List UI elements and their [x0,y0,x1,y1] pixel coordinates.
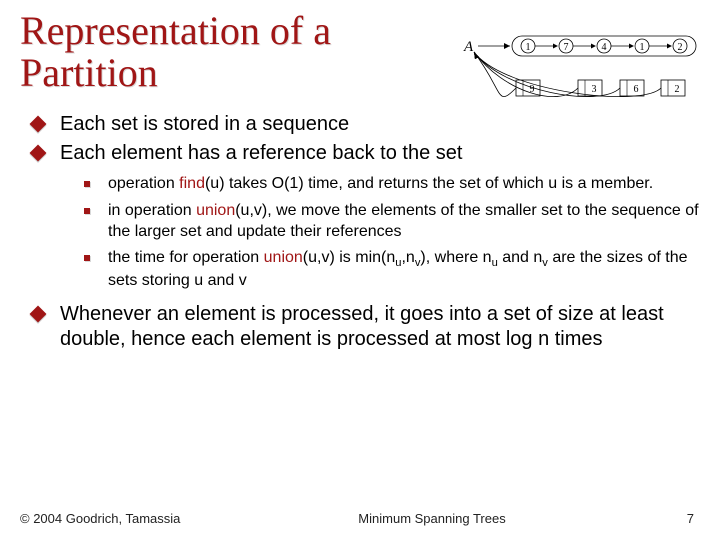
bullet-3: Whenever an element is processed, it goe… [60,302,700,352]
sub-bullet-1: operation find(u) takes O(1) time, and r… [108,174,700,195]
slide-title: Representation of a Partition [20,10,440,94]
term-union-1: union [196,202,235,219]
svg-text:A: A [463,39,474,55]
svg-text:6: 6 [634,84,639,95]
footer-center: Minimum Spanning Trees [288,511,576,526]
footer-copyright: © 2004 Goodrich, Tamassia [0,511,288,526]
svg-text:3: 3 [592,84,597,95]
footer-page-number: 7 [576,511,720,526]
slide: Representation of a Partition A174129362… [0,0,720,540]
bullet-2-text: Each element has a reference back to the… [60,142,462,164]
main-bullet-list: Each set is stored in a sequence Each el… [20,112,700,352]
svg-text:2: 2 [678,42,683,53]
bullet-1: Each set is stored in a sequence [60,112,700,137]
sub-bullet-2: in operation union(u,v), we move the ele… [108,201,700,243]
bullet-2: Each element has a reference back to the… [60,141,700,292]
svg-text:7: 7 [564,42,569,53]
svg-text:2: 2 [675,84,680,95]
partition-diagram: A174129362 [460,32,700,112]
svg-text:1: 1 [526,42,531,53]
sub-bullet-list: operation find(u) takes O(1) time, and r… [60,174,700,292]
svg-text:1: 1 [640,42,645,53]
term-union-2: union [264,249,303,266]
svg-text:4: 4 [602,42,607,53]
term-find: find [179,175,205,192]
slide-footer: © 2004 Goodrich, Tamassia Minimum Spanni… [0,511,720,526]
sub-bullet-3: the time for operation union(u,v) is min… [108,248,700,292]
